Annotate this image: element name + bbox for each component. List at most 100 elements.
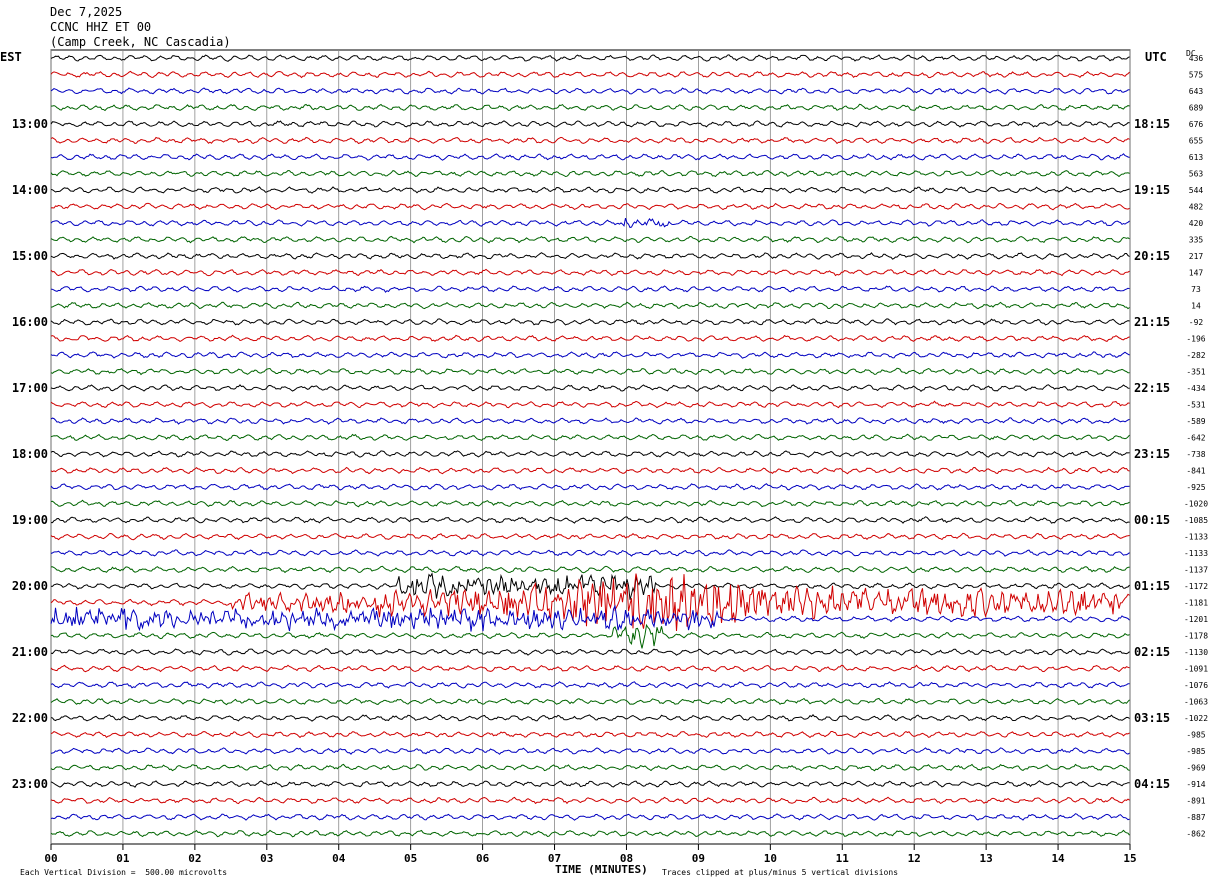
- trace-line: [50, 572, 1130, 600]
- hour-label-utc: 02:15: [1134, 645, 1170, 659]
- trace-line: [50, 450, 1130, 458]
- trace-line: [50, 681, 1130, 689]
- hour-label-utc: 04:15: [1134, 777, 1170, 791]
- dc-offset-label: -282: [1186, 351, 1205, 360]
- dc-offset-label: 613: [1189, 153, 1204, 162]
- trace-line: [50, 623, 1130, 649]
- trace-line: [50, 565, 1130, 574]
- trace-line: [50, 136, 1130, 145]
- trace-line: [50, 483, 1130, 491]
- x-tick-label: 05: [404, 852, 417, 865]
- x-tick-label: 15: [1123, 852, 1136, 865]
- hour-label-est: 14:00: [12, 183, 48, 197]
- dc-offset-label: 575: [1189, 71, 1204, 80]
- trace-line: [50, 235, 1130, 244]
- trace-line: [50, 813, 1130, 821]
- scale-note: Each Vertical Division = 500.00 microvol…: [20, 868, 228, 877]
- dc-offset-label: -1172: [1184, 582, 1208, 591]
- trace-line: [50, 400, 1130, 409]
- x-tick-label: 08: [620, 852, 633, 865]
- dc-offset-label: -531: [1186, 401, 1205, 410]
- hour-label-est: 13:00: [12, 117, 48, 131]
- dc-offset-label: -1076: [1184, 681, 1208, 690]
- dc-offset-label: 420: [1189, 219, 1204, 228]
- trace-line: [50, 153, 1130, 161]
- hour-label-est: 18:00: [12, 447, 48, 461]
- trace-line: [50, 351, 1130, 359]
- dc-offset-label: -1181: [1184, 599, 1208, 608]
- dc-offset-label: -887: [1186, 813, 1205, 822]
- trace-line: [50, 604, 1130, 632]
- x-tick-label: 00: [44, 852, 57, 865]
- dc-offset-label: 217: [1189, 252, 1204, 261]
- trace-line: [50, 318, 1130, 326]
- hour-label-utc: 03:15: [1134, 711, 1170, 725]
- dc-offset-label: -1020: [1184, 500, 1208, 509]
- x-tick-label: 07: [548, 852, 561, 865]
- dc-offset-label: -985: [1186, 731, 1205, 740]
- dc-offset-label: 14: [1191, 302, 1201, 311]
- trace-line: [50, 367, 1130, 376]
- hour-label-utc: 19:15: [1134, 183, 1170, 197]
- trace-line: [50, 499, 1130, 508]
- left-timezone: EST: [0, 50, 22, 64]
- x-tick-label: 01: [116, 852, 130, 865]
- trace-line: [50, 268, 1130, 277]
- trace-line: [50, 730, 1130, 739]
- dc-header: DC: [1186, 49, 1196, 58]
- minute-gridlines: [50, 50, 1131, 844]
- dc-offset-label: 563: [1189, 170, 1204, 179]
- x-tick-label: 11: [836, 852, 850, 865]
- dc-offset-label: 676: [1189, 120, 1204, 129]
- trace-line: [50, 70, 1130, 79]
- trace-line: [50, 384, 1130, 392]
- trace-line: [50, 202, 1130, 211]
- trace-line: [50, 120, 1130, 128]
- dc-offset-label: 544: [1189, 186, 1204, 195]
- trace-line: [50, 433, 1130, 442]
- hour-label-est: 23:00: [12, 777, 48, 791]
- hour-label-utc: 00:15: [1134, 513, 1170, 527]
- right-timezone: UTC: [1145, 50, 1167, 64]
- dc-offset-label: -1130: [1184, 648, 1208, 657]
- dc-offset-label: -642: [1186, 434, 1205, 443]
- trace-line: [51, 516, 1130, 524]
- trace-line: [50, 549, 1130, 557]
- trace-line: [50, 532, 1130, 541]
- trace-line: [50, 334, 1130, 342]
- plot-frame: [50, 49, 1131, 845]
- date-label: Dec 7,2025: [50, 5, 123, 19]
- dc-offset-label: 689: [1189, 104, 1204, 113]
- dc-offset-label: -841: [1186, 467, 1205, 476]
- trace-line: [50, 87, 1130, 95]
- trace-line: [50, 217, 1130, 229]
- trace-line: [50, 103, 1130, 112]
- trace-line: [50, 648, 1130, 656]
- dc-offset-label: 436: [1189, 54, 1204, 63]
- dc-offset-label: -589: [1186, 417, 1205, 426]
- dc-offset-label: 655: [1189, 137, 1204, 146]
- x-axis-ticks: 00 01 02 03 04 05 06 07 08 09 10 11 12 13 14 15: [44, 844, 1137, 865]
- station-label: CCNC HHZ ET 00: [50, 20, 152, 34]
- trace-line: [50, 697, 1130, 706]
- dc-offset-label: 335: [1189, 236, 1204, 245]
- x-tick-label: 13: [980, 852, 993, 865]
- x-tick-label: 10: [764, 852, 777, 865]
- x-tick-label: 02: [188, 852, 201, 865]
- trace-line: [50, 169, 1130, 178]
- trace-line: [50, 829, 1130, 838]
- clip-note: Traces clipped at plus/minus 5 vertical …: [662, 868, 899, 877]
- dc-offset-label: -925: [1186, 483, 1205, 492]
- trace-line: [50, 714, 1130, 722]
- hour-label-utc: 22:15: [1134, 381, 1170, 395]
- hour-label-est: 15:00: [12, 249, 48, 263]
- trace-line: [50, 417, 1130, 425]
- hour-label-est: 19:00: [12, 513, 48, 527]
- x-tick-label: 12: [908, 852, 921, 865]
- hour-label-utc: 23:15: [1134, 447, 1170, 461]
- dc-offset-label: -738: [1186, 450, 1205, 459]
- dc-offset-label: -985: [1186, 747, 1205, 756]
- trace-line: [50, 186, 1130, 194]
- dc-offset-label: -862: [1186, 830, 1205, 839]
